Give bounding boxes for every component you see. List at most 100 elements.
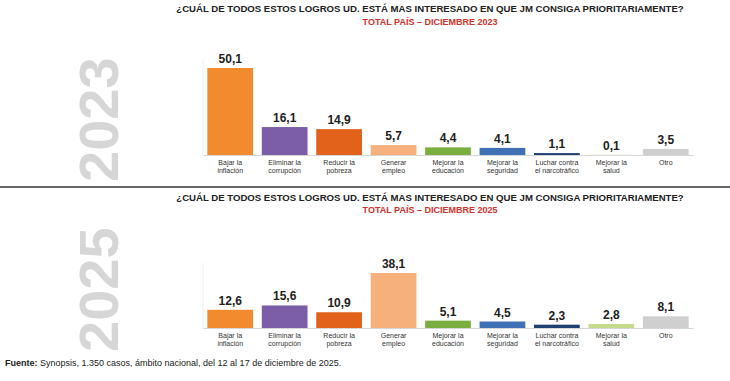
data-labels: 12,615,610,938,15,14,52,32,88,1 bbox=[219, 257, 675, 323]
source: Fuente: Synopsis, 1.350 casos, ámbito na… bbox=[5, 358, 341, 368]
tick-label: Otro bbox=[659, 159, 673, 166]
data-label: 5,7 bbox=[385, 129, 402, 143]
tick-label: Generarempleo bbox=[381, 332, 407, 348]
tick-label-line: Eliminar la bbox=[268, 159, 301, 166]
data-label: 15,6 bbox=[273, 289, 297, 303]
tick: Mejorar laseguridad bbox=[487, 328, 518, 348]
data-label: 8,1 bbox=[657, 300, 674, 314]
bar bbox=[316, 312, 362, 328]
tick-label-line: corrupción bbox=[268, 340, 301, 348]
tick: Mejorar lasalud bbox=[596, 328, 627, 347]
data-label: 12,6 bbox=[219, 294, 243, 308]
bar bbox=[588, 324, 634, 328]
x-axis: Bajar lainflaciónEliminar lacorrupciónRe… bbox=[204, 328, 694, 348]
data-label: 38,1 bbox=[382, 257, 406, 271]
bars bbox=[207, 273, 688, 328]
data-label: 3,5 bbox=[657, 133, 674, 147]
tick-label-line: corrupción bbox=[268, 167, 301, 175]
subtitle: TOTAL PAÍS – DICIEMBRE 2025 bbox=[363, 205, 498, 215]
tick-label: Eliminar lacorrupción bbox=[268, 332, 301, 348]
tick: Mejorar laeducación bbox=[432, 155, 464, 174]
panel: 2025¿CUÁL DE TODOS ESTOS LOGROS UD. ESTÁ… bbox=[67, 192, 694, 352]
y-axis-line bbox=[203, 263, 204, 328]
data-label: 4,5 bbox=[494, 306, 511, 320]
tick-label-line: Mejorar la bbox=[487, 332, 518, 340]
tick: Mejorar laeducación bbox=[432, 328, 464, 347]
data-label: 4,1 bbox=[494, 132, 511, 146]
tick-label-line: empleo bbox=[382, 167, 405, 175]
year-annotation: 2025 bbox=[67, 227, 130, 352]
tick-label-line: seguridad bbox=[487, 340, 518, 348]
tick-label-line: pobreza bbox=[326, 340, 351, 348]
tick-label: Otro bbox=[659, 332, 673, 339]
data-label: 16,1 bbox=[273, 111, 297, 125]
title: ¿CUÁL DE TODOS ESTOS LOGROS UD. ESTÁ MAS… bbox=[176, 3, 684, 14]
tick: Luchar contrael narcotráfico bbox=[535, 155, 579, 174]
tick-label-line: Mejorar la bbox=[596, 332, 627, 340]
bar bbox=[262, 127, 308, 155]
subtitle: TOTAL PAÍS – DICIEMBRE 2023 bbox=[363, 17, 498, 27]
tick-label-line: empleo bbox=[382, 340, 405, 348]
tick-label-line: Bajar la bbox=[218, 159, 242, 167]
x-axis-line bbox=[204, 328, 694, 329]
tick: Reducir lapobreza bbox=[323, 155, 355, 175]
bars bbox=[207, 68, 688, 155]
tick-label: Mejorar lasalud bbox=[596, 332, 627, 347]
tick-label-line: inflación bbox=[217, 167, 243, 174]
tick-label: Luchar contrael narcotráfico bbox=[535, 159, 579, 174]
tick: Otro bbox=[659, 328, 673, 339]
bar bbox=[371, 145, 417, 155]
tick-label-line: Generar bbox=[381, 159, 407, 166]
divider bbox=[0, 186, 730, 188]
tick: Eliminar lacorrupción bbox=[268, 328, 301, 348]
x-axis: Bajar lainflación Eliminar lacorrupción Re… bbox=[204, 155, 694, 175]
tick-label: Reducir lapobreza bbox=[323, 159, 355, 175]
tick: Generarempleo bbox=[381, 328, 407, 348]
tick-label-line: Reducir la bbox=[323, 159, 355, 166]
tick-label-line: seguridad bbox=[487, 167, 518, 175]
tick-label-line: Mejorar la bbox=[432, 332, 463, 340]
tick-label-line: Eliminar la bbox=[268, 332, 301, 339]
data-label: 4,4 bbox=[440, 131, 457, 145]
tick-label-line: salud bbox=[603, 167, 620, 174]
tick: Mejorar lasalud bbox=[596, 155, 627, 174]
tick-label-line: Otro bbox=[659, 159, 673, 166]
tick-label-line: educación bbox=[432, 167, 464, 174]
tick: Bajar lainflación bbox=[217, 155, 243, 174]
tick: Mejorar laseguridad bbox=[487, 155, 518, 175]
bar bbox=[534, 325, 580, 328]
tick-label-line: Luchar contra bbox=[535, 332, 578, 339]
bar bbox=[588, 154, 634, 155]
bar bbox=[480, 322, 526, 329]
tick-label: Mejorar laseguridad bbox=[487, 332, 518, 348]
tick-label: Generarempleo bbox=[381, 159, 407, 175]
bar bbox=[207, 68, 253, 155]
tick-label: Reducir lapobreza bbox=[323, 332, 355, 348]
data-label: 14,9 bbox=[327, 113, 351, 127]
bar bbox=[207, 310, 253, 328]
tick: Otro bbox=[659, 155, 673, 166]
data-label: 0,1 bbox=[603, 139, 620, 153]
tick-label-line: Generar bbox=[381, 332, 407, 339]
data-labels: 50,1 16,1 14,9 5,7 4,4 4,1 1,1 0,1 3,5 bbox=[219, 52, 675, 153]
data-label: 50,1 bbox=[219, 52, 243, 66]
year-annotation: 2023 bbox=[67, 57, 130, 182]
tick-label-line: Reducir la bbox=[323, 332, 355, 339]
tick-label: Luchar contrael narcotráfico bbox=[535, 332, 579, 347]
bar bbox=[425, 321, 471, 328]
data-label: 1,1 bbox=[549, 137, 566, 151]
tick-label-line: salud bbox=[603, 340, 620, 347]
tick: Generarempleo bbox=[381, 155, 407, 175]
panel: 2023 ¿CUÁL DE TODOS ESTOS LOGROS UD. ESTÁ… bbox=[67, 3, 694, 182]
tick-label-line: Mejorar la bbox=[432, 159, 463, 167]
tick-label-line: Bajar la bbox=[218, 332, 242, 340]
tick-label: Mejorar lasalud bbox=[596, 159, 627, 174]
tick-label: Bajar lainflación bbox=[217, 159, 243, 174]
bar bbox=[316, 129, 362, 155]
data-label: 2,8 bbox=[603, 308, 620, 322]
data-label: 10,9 bbox=[327, 296, 351, 310]
bar bbox=[534, 153, 580, 155]
tick-label-line: Mejorar la bbox=[487, 159, 518, 167]
tick: Luchar contrael narcotráfico bbox=[535, 328, 579, 347]
chart-root: 2023 ¿CUÁL DE TODOS ESTOS LOGROS UD. ESTÁ… bbox=[0, 0, 730, 381]
